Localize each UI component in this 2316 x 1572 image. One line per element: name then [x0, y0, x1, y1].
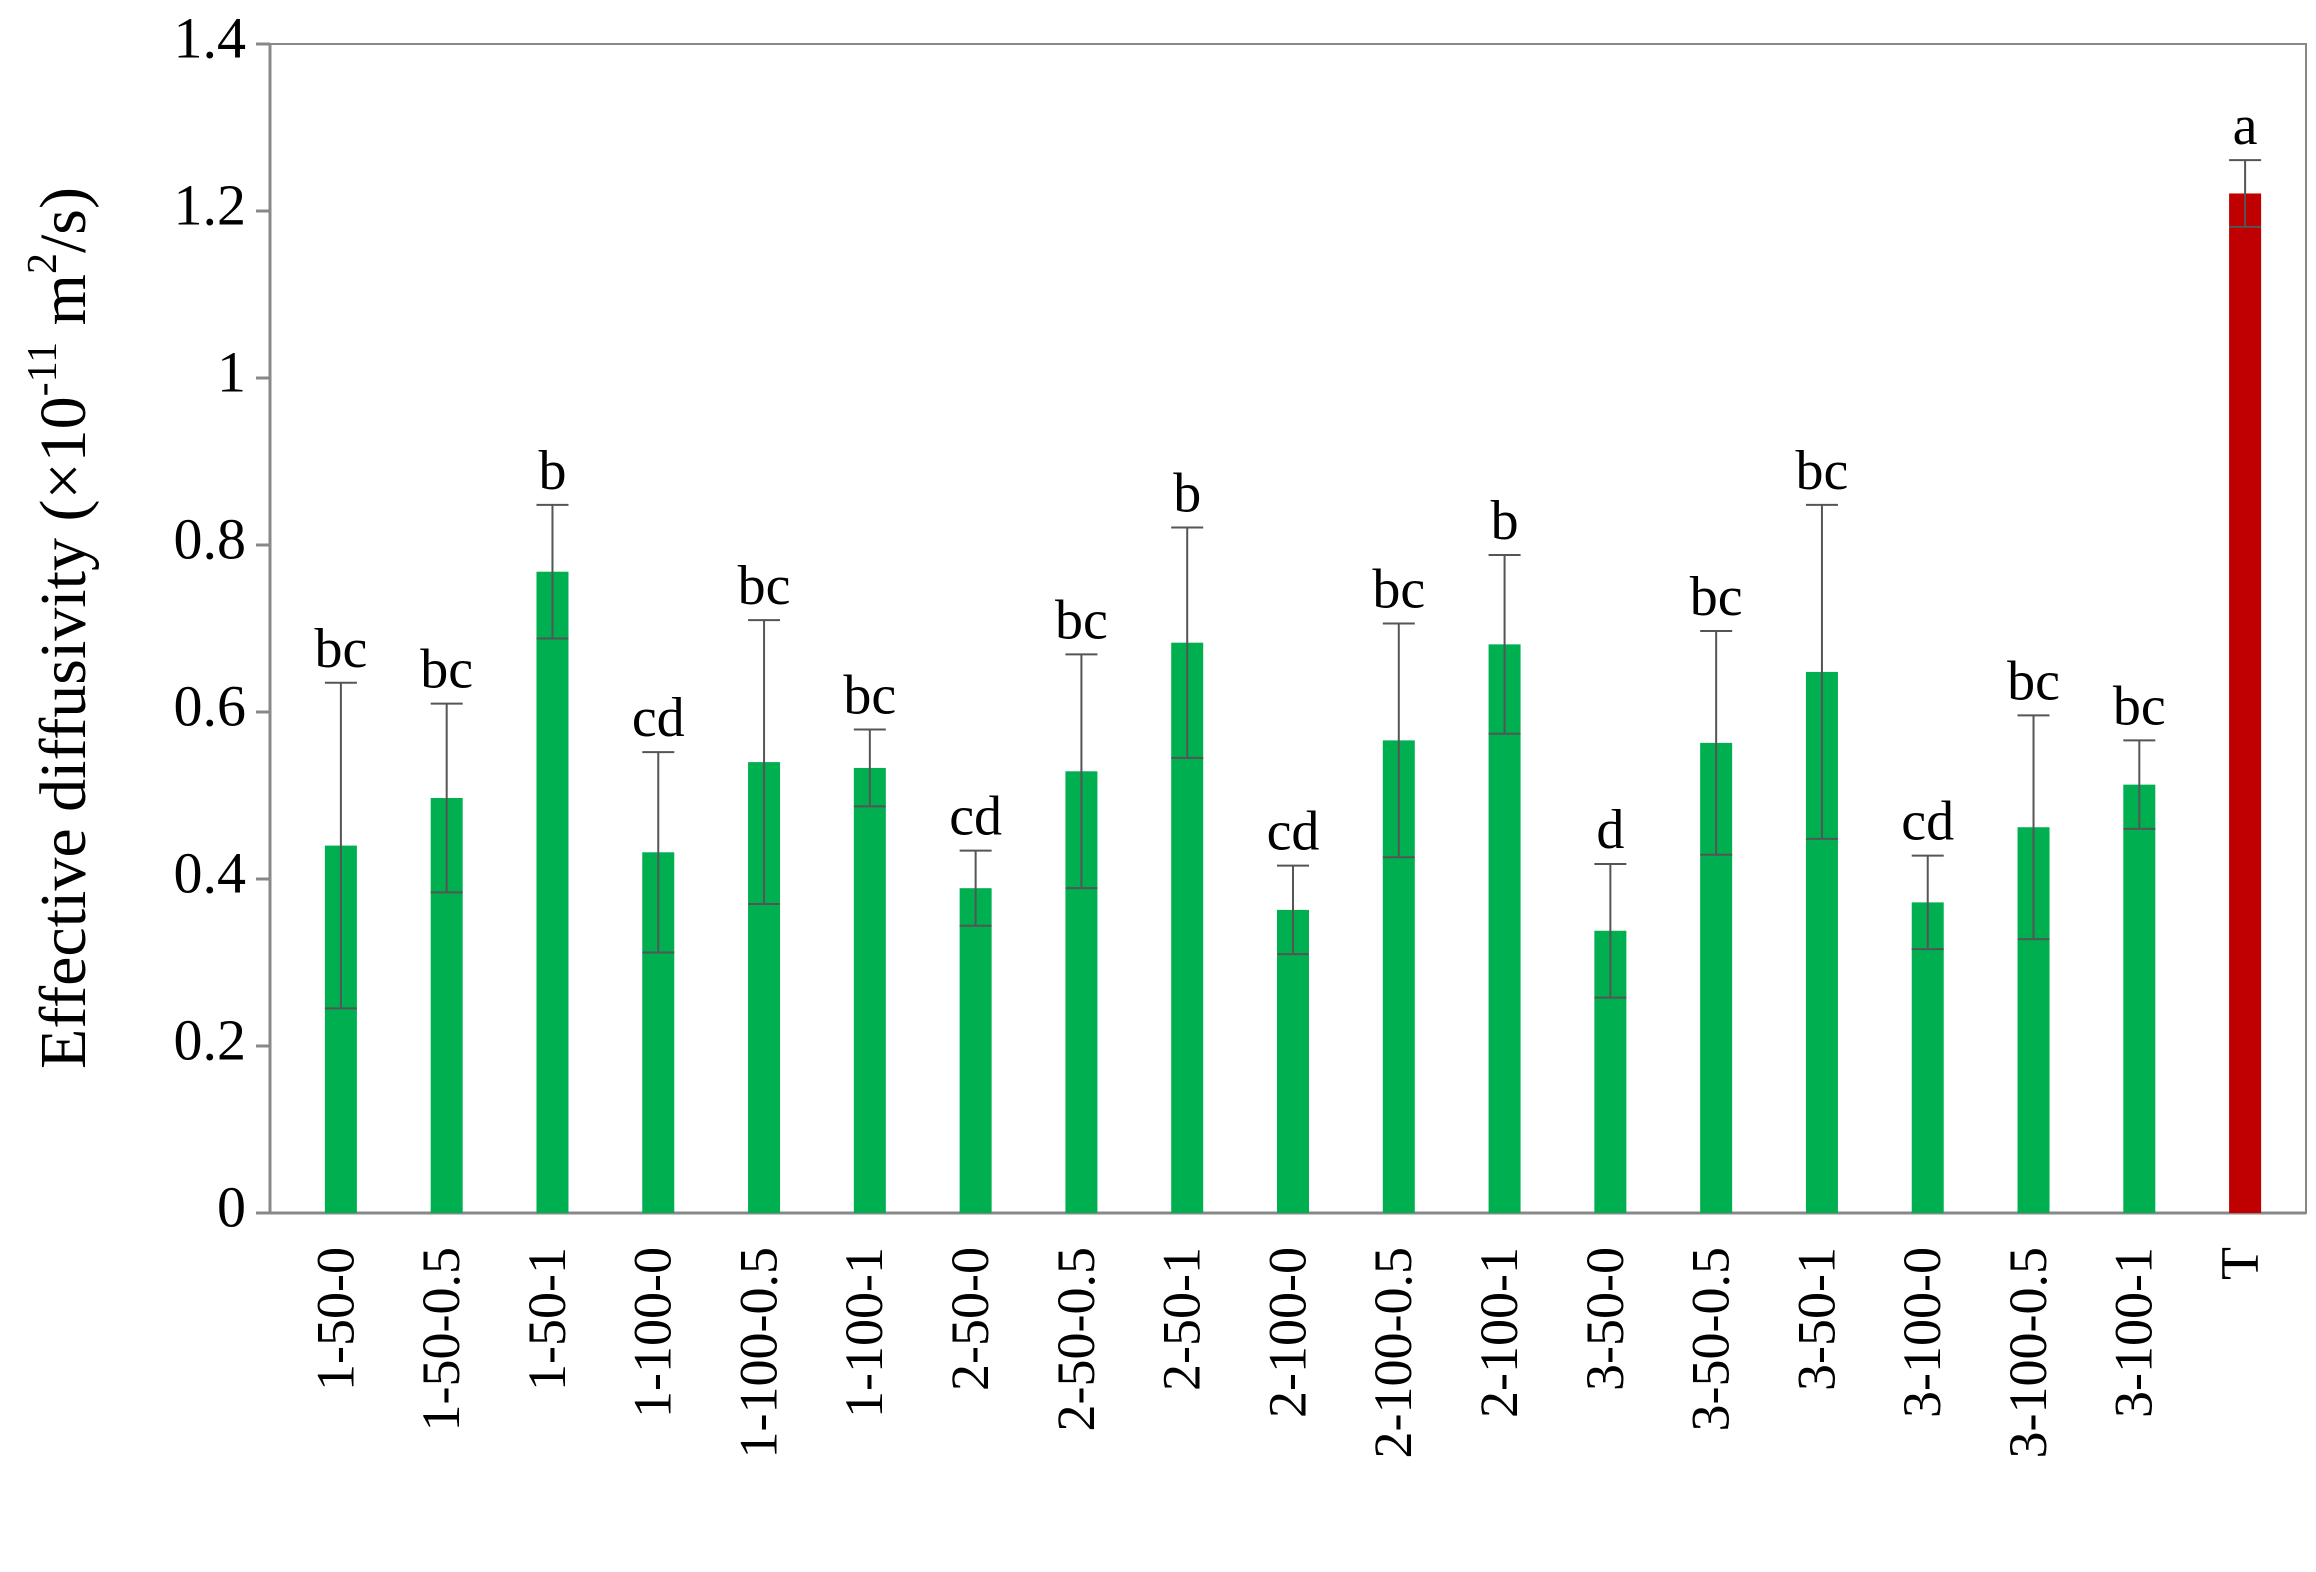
bar	[536, 571, 569, 1213]
error-bar	[1805, 503, 1838, 840]
error-bar	[324, 681, 357, 1010]
bar-annotation: b	[538, 440, 566, 502]
bar-annotation: d	[1596, 799, 1624, 861]
error-bar	[1065, 653, 1098, 890]
x-tick-label: 1-50-0	[305, 1247, 365, 1391]
error-bar	[1382, 622, 1415, 859]
bar-annotation: cd	[632, 687, 685, 749]
y-tick-label: 0	[217, 1174, 246, 1239]
x-tick-label: 1-50-1	[517, 1247, 577, 1391]
bar-annotation: cd	[1267, 801, 1320, 863]
error-bar	[642, 751, 675, 954]
error-bar	[1594, 862, 1627, 999]
y-tick-label: 0.6	[174, 673, 247, 738]
bar-annotation: bc	[2113, 675, 2166, 737]
bar	[853, 767, 886, 1213]
x-tick-label: 3-50-0	[1575, 1247, 1635, 1391]
bar	[2229, 193, 2262, 1214]
x-tick-label: 2-100-0	[1257, 1247, 1317, 1418]
y-tick-label: 1	[217, 339, 246, 404]
bar	[1488, 644, 1521, 1213]
y-label-sup: -11	[20, 342, 66, 396]
bar	[1277, 909, 1309, 1213]
bar	[959, 888, 992, 1213]
error-bar	[1488, 554, 1521, 735]
bar-annotation: cd	[949, 786, 1002, 848]
x-tick-label: 1-50-0.5	[411, 1247, 471, 1431]
error-bar	[959, 849, 992, 927]
y-tick-label: 0.4	[174, 840, 247, 905]
x-tick-label: T	[2209, 1247, 2269, 1280]
x-tick-label: 1-100-1	[834, 1247, 894, 1418]
y-label-part: m	[27, 274, 100, 342]
bar-annotation: bc	[1690, 566, 1743, 628]
bar-annotation: cd	[1901, 791, 1954, 853]
bar-annotation: a	[2233, 95, 2258, 157]
x-tick-label: 2-50-0.5	[1046, 1247, 1106, 1431]
x-tick-label: 1-100-0.5	[728, 1247, 788, 1458]
bar-annotation: bc	[314, 618, 367, 680]
y-tick-label: 1.4	[174, 5, 247, 70]
y-label-part: Effective diffusivity (×10	[27, 396, 100, 1069]
error-bar	[430, 702, 463, 894]
bar-annotation: bc	[1055, 589, 1108, 651]
bar	[2123, 784, 2156, 1213]
x-tick-label: 3-100-0	[1892, 1247, 1952, 1418]
error-bar	[853, 728, 886, 808]
bar-annotation: bc	[1796, 440, 1849, 502]
error-bar	[2017, 714, 2050, 941]
error-bar	[1911, 854, 1944, 951]
y-tick-label: 0.2	[174, 1007, 247, 1072]
x-tick-label: 2-50-0	[940, 1247, 1000, 1391]
error-bar	[1700, 630, 1733, 856]
y-tick-label: 0.8	[174, 506, 247, 571]
x-tick-label: 3-100-0.5	[1998, 1247, 2058, 1458]
error-bar	[2229, 159, 2262, 228]
x-tick-label: 1-100-0	[623, 1247, 683, 1418]
error-bar	[1277, 864, 1309, 956]
bar-annotation: bc	[420, 639, 473, 701]
bar-annotation: bc	[1372, 558, 1425, 620]
x-tick-label: 3-50-1	[1786, 1247, 1846, 1391]
bar-annotation: bc	[2007, 650, 2060, 712]
bar-annotation: bc	[738, 555, 791, 617]
error-bar	[748, 619, 781, 906]
bar-annotation: b	[1491, 490, 1519, 552]
x-tick-label: 3-100-1	[2104, 1247, 2164, 1418]
error-bar	[2123, 739, 2156, 830]
y-label-sup: 2	[20, 253, 66, 274]
bar	[1911, 902, 1944, 1213]
y-label-part: /s)	[27, 187, 100, 253]
bar-annotation: bc	[843, 665, 896, 727]
y-axis-label: Effective diffusivity (×10-11 m2/s)	[20, 187, 101, 1069]
bar-annotation: b	[1173, 462, 1201, 524]
y-tick-label: 1.2	[174, 172, 247, 237]
error-bar	[536, 503, 569, 640]
x-tick-label: 2-100-1	[1469, 1247, 1529, 1418]
error-bar	[1171, 526, 1204, 759]
x-tick-label: 2-50-1	[1152, 1247, 1212, 1391]
x-tick-label: 2-100-0.5	[1363, 1247, 1423, 1458]
x-tick-label: 3-50-0.5	[1681, 1247, 1741, 1431]
